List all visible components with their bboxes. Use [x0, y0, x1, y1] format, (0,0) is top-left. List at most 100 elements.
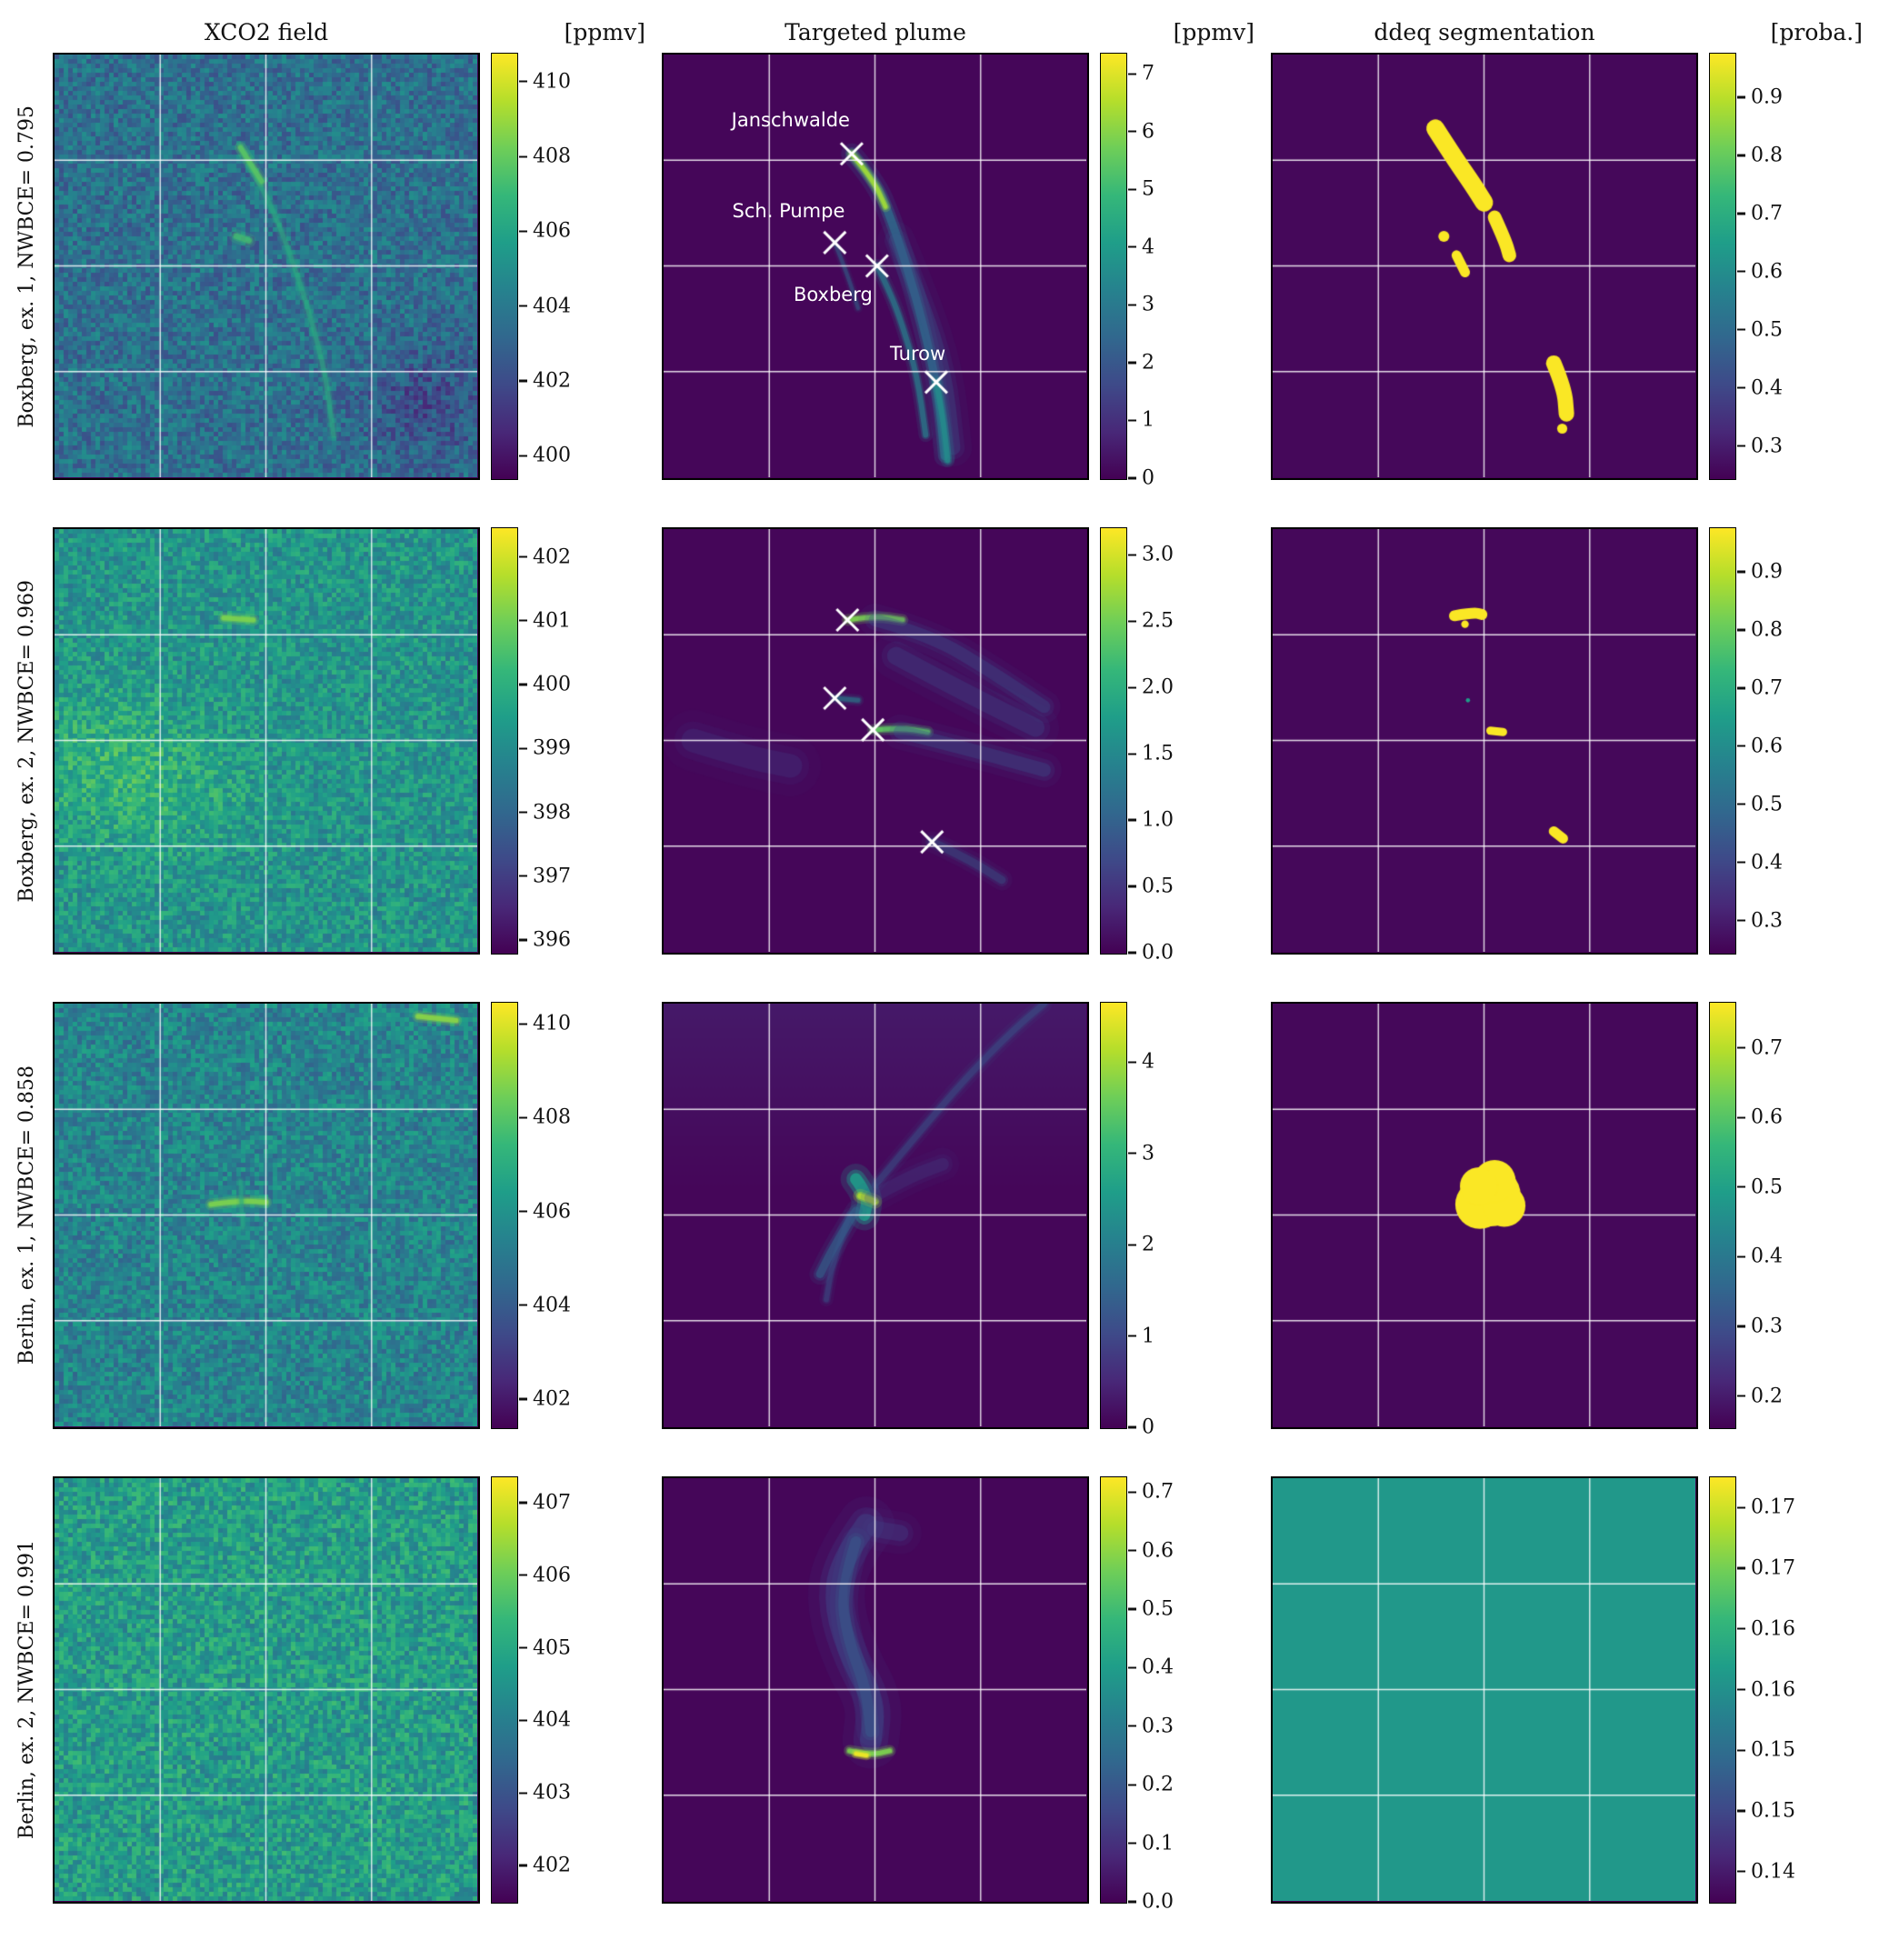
colorbar-plume-row2: 0.0 0.5 1.0 1.5 2.0 2.5 3.0 [1100, 527, 1254, 965]
colorbar-gradient [1709, 1002, 1736, 1429]
panel-cell-r3c3: 0.2 0.3 0.4 0.5 0.6 0.7 [1271, 1002, 1879, 1476]
colorbar-tick: 399 [519, 737, 571, 760]
column-header-segmentation: ddeq segmentation [proba.] [1271, 7, 1879, 53]
colorbar-tick: 408 [519, 1106, 571, 1129]
colorbar-tick: 396 [519, 928, 571, 951]
colorbar-tick: 0.6 [1737, 1106, 1783, 1129]
heatmap-boxberg-ex2-xco2 [53, 527, 480, 955]
heatmap-canvas [55, 1004, 477, 1426]
column-title-segmentation: ddeq segmentation [1374, 19, 1595, 45]
heatmap-boxberg-ex1-plume: Janschwalde Sch. Pumpe Boxberg Turow [662, 53, 1089, 480]
colorbar-tick: 397 [519, 865, 571, 887]
heatmap-canvas [1273, 1478, 1695, 1901]
colorbar-tick: 0.5 [1128, 875, 1174, 898]
colorbar-gradient [1709, 1476, 1736, 1904]
colorbar-tick: 402 [519, 545, 571, 568]
colorbar-gradient [1100, 1476, 1127, 1904]
heatmap-boxberg-ex1-xco2 [53, 53, 480, 480]
colorbar-tick: 0.2 [1737, 1385, 1783, 1407]
column-unit-xco2: [ppmv] [564, 19, 645, 45]
colorbar-tick: 402 [519, 1855, 571, 1877]
colorbar-gradient [1100, 53, 1127, 480]
heatmap-boxberg-ex1-segmentation [1271, 53, 1698, 480]
row-label-text: Berlin, ex. 1, NWBCE= 0.858 [15, 1065, 38, 1365]
colorbar-plume-row3: 0 1 2 3 4 [1100, 1002, 1254, 1439]
row-label-text: Berlin, ex. 2, NWBCE= 0.991 [15, 1540, 38, 1840]
colorbar-tick: 404 [519, 1294, 571, 1316]
colorbar-tick: 0.8 [1737, 618, 1783, 641]
colorbar-tick: 0.6 [1737, 735, 1783, 757]
colorbar-tick: 406 [519, 1200, 571, 1223]
heatmap-berlin-ex2-xco2 [53, 1476, 480, 1904]
colorbar-tick: 0.5 [1737, 1175, 1783, 1198]
colorbar-tick: 410 [519, 1013, 571, 1035]
colorbar-xco2-row3: 402 404 406 408 410 [491, 1002, 645, 1429]
heatmap-berlin-ex2-plume [662, 1476, 1089, 1904]
heatmap-canvas [55, 1478, 477, 1901]
colorbar-tick: 406 [519, 220, 571, 243]
colorbar-tick: 2 [1128, 351, 1154, 374]
colorbar-tick: 0.7 [1128, 1481, 1174, 1504]
colorbar-tick: 2.0 [1128, 676, 1174, 699]
colorbar-tick: 2 [1128, 1234, 1154, 1256]
row-label-boxberg-ex2: Boxberg, ex. 2, NWBCE= 0.969 [0, 527, 53, 955]
colorbar-tick: 0.7 [1737, 676, 1783, 699]
colorbar-tick: 402 [519, 1388, 571, 1411]
colorbar-gradient [491, 1002, 518, 1429]
colorbar-tick: 408 [519, 145, 571, 168]
heatmap-canvas [1273, 1004, 1695, 1426]
heatmap-canvas [664, 1004, 1086, 1426]
corner-spacer [0, 7, 53, 53]
colorbar-tick: 4 [1128, 235, 1154, 258]
heatmap-boxberg-ex2-plume [662, 527, 1089, 955]
colorbar-tick: 0.5 [1737, 318, 1783, 341]
panel-cell-r1c1: 400 402 404 406 408 410 [53, 53, 662, 527]
colorbar-tick: 0.4 [1737, 1245, 1783, 1268]
panel-cell-r2c2: 0.0 0.5 1.0 1.5 2.0 2.5 3.0 [662, 527, 1271, 1002]
colorbar-tick: 0.4 [1737, 376, 1783, 399]
panel-cell-r4c3: 0.17 0.17 0.16 0.16 0.15 0.15 0.14 [1271, 1476, 1879, 1951]
colorbar-tick: 0.16 [1737, 1617, 1795, 1640]
colorbar-tick: 7 [1128, 63, 1154, 85]
colorbar-gradient [491, 527, 518, 955]
heatmap-berlin-ex1-segmentation [1271, 1002, 1698, 1429]
panel-cell-r3c1: 402 404 406 408 410 [53, 1002, 662, 1476]
colorbar-tick: 0.6 [1737, 260, 1783, 283]
colorbar-tick: 0.14 [1737, 1860, 1795, 1883]
colorbar-tick: 403 [519, 1782, 571, 1805]
colorbar-segmentation-row3: 0.2 0.3 0.4 0.5 0.6 0.7 [1709, 1002, 1864, 1429]
colorbar-tick: 0.17 [1737, 1557, 1795, 1580]
colorbar-tick: 5 [1128, 178, 1154, 201]
colorbar-segmentation-row1: 0.3 0.4 0.5 0.6 0.7 0.8 0.9 [1709, 53, 1864, 480]
colorbar-tick: 406 [519, 1564, 571, 1586]
colorbar-tick: 4 [1128, 1051, 1154, 1074]
colorbar-tick: 2.5 [1128, 610, 1174, 633]
colorbar-tick: 0.3 [1737, 909, 1783, 932]
column-header-xco2: XCO2 field [ppmv] [53, 7, 662, 53]
colorbar-tick: 3 [1128, 1142, 1154, 1165]
colorbar-tick: 404 [519, 295, 571, 317]
heatmap-canvas [1273, 529, 1695, 952]
colorbar-tick: 0.3 [1737, 435, 1783, 457]
colorbar-tick: 0.7 [1737, 1036, 1783, 1059]
panel-cell-r1c3: 0.3 0.4 0.5 0.6 0.7 0.8 0.9 [1271, 53, 1879, 527]
colorbar-xco2-row4: 402 403 404 405 406 407 [491, 1476, 645, 1904]
colorbar-tick: 0.3 [1128, 1715, 1174, 1737]
panel-cell-r4c2: 0.0 0.1 0.2 0.3 0.4 0.5 0.6 0.7 [662, 1476, 1271, 1951]
row-label-text: Boxberg, ex. 1, NWBCE= 0.795 [15, 105, 38, 428]
colorbar-tick: 0 [1128, 1416, 1154, 1439]
colorbar-tick: 0.5 [1128, 1597, 1174, 1620]
colorbar-tick: 0.6 [1128, 1539, 1174, 1562]
colorbar-tick: 0.16 [1737, 1678, 1795, 1701]
heatmap-canvas [55, 55, 477, 477]
colorbar-gradient [1100, 527, 1127, 955]
heatmap-berlin-ex1-plume [662, 1002, 1089, 1429]
colorbar-tick: 0.5 [1737, 793, 1783, 815]
colorbar-tick: 0.9 [1737, 560, 1783, 583]
colorbar-tick: 1 [1128, 1325, 1154, 1347]
colorbar-tick: 0.15 [1737, 1799, 1795, 1822]
colorbar-tick: 0.9 [1737, 85, 1783, 108]
heatmap-canvas [55, 529, 477, 952]
colorbar-tick: 402 [519, 370, 571, 393]
